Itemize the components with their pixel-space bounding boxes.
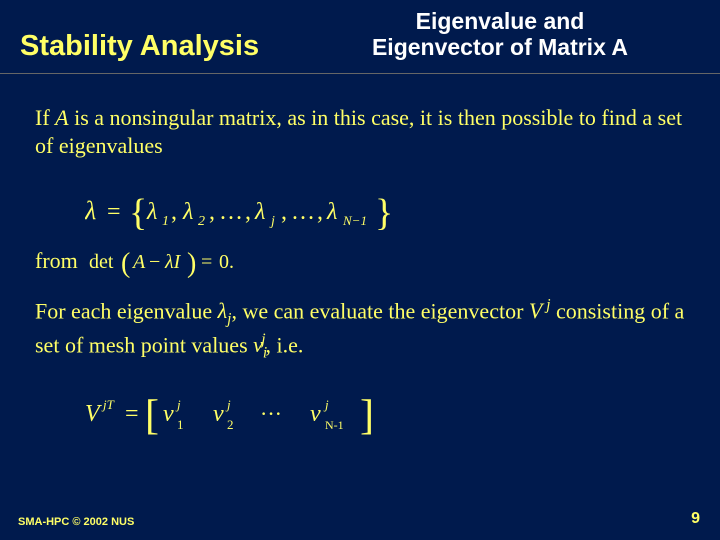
- svg-text:…: …: [291, 199, 315, 225]
- svg-text:j: j: [225, 397, 231, 412]
- det-equation-svg: det ( A − λI ) = 0.: [83, 248, 263, 278]
- svg-text:,: ,: [171, 199, 177, 225]
- page-number: 9: [691, 510, 700, 528]
- svg-text:N-1: N-1: [325, 418, 344, 432]
- svg-text:}: }: [375, 192, 393, 233]
- slide-header: Eigenvalue and Eigenvector of Matrix A S…: [0, 0, 720, 74]
- svg-text:λ: λ: [182, 199, 193, 225]
- V-j-inline: V j: [529, 298, 551, 323]
- svg-text:,: ,: [317, 199, 323, 225]
- secondary-title-line1: Eigenvalue and: [416, 8, 585, 34]
- svg-text:2: 2: [227, 417, 234, 432]
- from-line: from det ( A − λI ) = 0.: [35, 247, 685, 278]
- svg-text:(: (: [121, 248, 130, 278]
- svg-text:λ: λ: [85, 196, 96, 225]
- svg-text:2: 2: [198, 214, 205, 229]
- svg-text:ν: ν: [310, 401, 321, 427]
- svg-text:V: V: [85, 401, 102, 427]
- svg-text:λ: λ: [254, 199, 265, 225]
- main-title: Stability Analysis: [20, 30, 259, 63]
- svg-text:ν: ν: [163, 401, 174, 427]
- svg-text:=: =: [201, 251, 212, 273]
- svg-text:,: ,: [209, 199, 215, 225]
- eigenvector-svg: V jT = [ ν j 1 ν j 2 ··· ν j N-1 ]: [85, 389, 425, 437]
- svg-text:j: j: [323, 397, 329, 412]
- para2-a: For each eigenvalue: [35, 298, 218, 323]
- svg-text:,: ,: [281, 199, 287, 225]
- para1-var-A: A: [55, 105, 68, 130]
- svg-text:−: −: [149, 251, 160, 273]
- svg-text:,: ,: [245, 199, 251, 225]
- svg-text:det: det: [89, 251, 114, 273]
- secondary-title: Eigenvalue and Eigenvector of Matrix A: [300, 8, 700, 61]
- svg-text:ν: ν: [213, 401, 224, 427]
- slide-content: If A is a nonsingular matrix, as in this…: [0, 74, 720, 452]
- para1-rest: is a nonsingular matrix, as in this case…: [35, 105, 682, 159]
- paragraph-1: If A is a nonsingular matrix, as in this…: [35, 104, 685, 161]
- svg-text:{: {: [129, 192, 147, 233]
- footer-copyright: SMA-HPC © 2002 NUS: [18, 516, 134, 528]
- svg-text:N−1: N−1: [342, 213, 367, 228]
- svg-text:…: …: [219, 199, 243, 225]
- secondary-title-line2: Eigenvector of Matrix A: [372, 34, 628, 60]
- svg-text:0.: 0.: [219, 251, 234, 273]
- lambda-j-inline: λj: [218, 298, 232, 323]
- svg-text:λ: λ: [326, 199, 337, 225]
- svg-text:1: 1: [162, 214, 169, 229]
- equation-lambda-set: λ = { λ1 , λ2 , … , λj , … , λN−1 }: [35, 181, 685, 247]
- svg-text:jT: jT: [101, 397, 115, 412]
- svg-text:): ): [187, 248, 196, 278]
- svg-text:j: j: [269, 214, 275, 229]
- svg-text:=: =: [107, 199, 121, 225]
- svg-text:λI: λI: [164, 251, 182, 273]
- paragraph-2: For each eigenvalue λj, we can evaluate …: [35, 296, 685, 363]
- para2-d: , i.e.: [265, 332, 303, 357]
- nu-i-j-inline: νij: [253, 332, 265, 357]
- lambda-set-svg: λ = { λ1 , λ2 , … , λj , … , λN−1 }: [85, 189, 445, 233]
- svg-text:λ: λ: [146, 199, 157, 225]
- from-word: from: [35, 248, 78, 273]
- svg-text:[: [: [145, 393, 159, 437]
- equation-eigenvector: V jT = [ ν j 1 ν j 2 ··· ν j N-1 ]: [35, 381, 685, 451]
- svg-text:A: A: [131, 251, 146, 273]
- svg-text:···: ···: [260, 401, 282, 426]
- para1-prefix: If: [35, 105, 55, 130]
- svg-text:1: 1: [177, 417, 184, 432]
- svg-text:]: ]: [360, 393, 374, 437]
- svg-text:=: =: [125, 401, 139, 427]
- svg-text:j: j: [175, 397, 181, 412]
- para2-b: , we can evaluate the eigenvector: [231, 298, 528, 323]
